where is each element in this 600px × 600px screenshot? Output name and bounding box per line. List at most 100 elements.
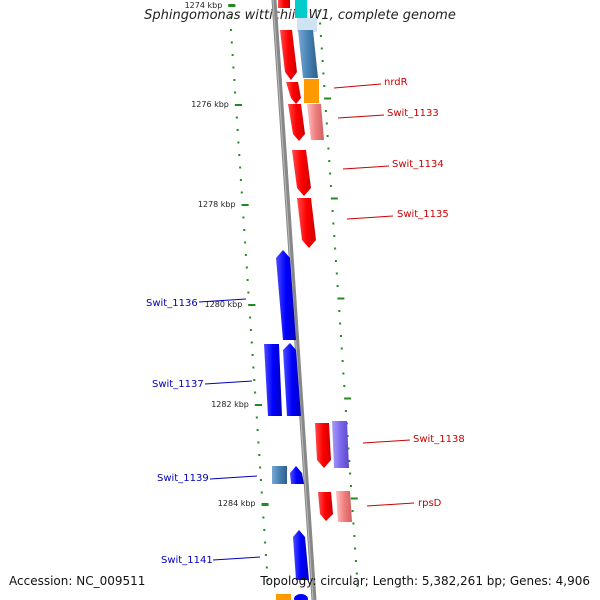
outer-ruler-left-track: [228, 4, 269, 581]
leader-line-rpsD: [366, 502, 415, 507]
ruler-dot: [324, 110, 327, 112]
ruler-dot: [335, 272, 338, 275]
ruler-dot: [330, 197, 338, 200]
accession-text: Accession: NC_009511: [9, 574, 146, 588]
ruler-dot: [331, 210, 334, 212]
ruler-dot: [262, 516, 265, 519]
ruler-dot: [240, 191, 243, 194]
ruler-dot: [342, 372, 345, 375]
outer-ruler-right-track: [318, 10, 359, 587]
ruler-dot: [265, 566, 268, 569]
leader-line-swit-1139: [209, 475, 258, 480]
gene-arrow-swit-1135[interactable]: [297, 198, 316, 248]
gene-partial-top-cyan: [295, 0, 307, 18]
ruler-dot: [333, 235, 336, 237]
gene-arrow-swit-1139[interactable]: [290, 466, 304, 484]
ruler-dot: [339, 322, 342, 325]
gene-arrow-steel[interactable]: [298, 30, 318, 78]
gene-arrow-rpsD[interactable]: [318, 492, 333, 521]
gene-label-swit-1135[interactable]: Swit_1135: [397, 209, 449, 220]
gene-arrow-swit-1137-b[interactable]: [283, 343, 301, 416]
ruler-dot: [325, 122, 328, 125]
ruler-dot: [230, 41, 233, 44]
gene-label-swit-1141[interactable]: Swit_1141: [161, 555, 213, 566]
ruler-dot: [318, 10, 321, 12]
ruler-dot: [239, 179, 242, 181]
ruler-dot: [246, 279, 249, 281]
ruler-dot: [252, 366, 255, 369]
ruler-tick-label: 1278 kbp: [198, 200, 236, 209]
ruler-dot: [320, 47, 323, 50]
ruler-tick-label: 1284 kbp: [218, 499, 256, 508]
gene-block-nrdR-orange[interactable]: [304, 79, 319, 103]
ruler-dot: [344, 410, 347, 412]
ruler-dot: [353, 535, 356, 537]
ruler-dot: [332, 222, 335, 225]
ruler-dot: [244, 241, 247, 244]
ruler-dot: [327, 147, 330, 150]
ruler-dot: [231, 54, 234, 56]
ruler-dot: [229, 29, 232, 31]
ruler-major-tick: [261, 503, 269, 505]
gene-label-swit-1136[interactable]: Swit_1136: [146, 298, 198, 309]
ruler-dot: [242, 216, 245, 219]
gene-block-rpsD-light[interactable]: [336, 491, 352, 522]
ruler-dot: [351, 510, 354, 512]
ruler-dot: [254, 391, 257, 394]
ruler-dot: [236, 129, 239, 131]
gene-block-swit-1133-light[interactable]: [307, 104, 324, 140]
ruler-dot: [323, 85, 326, 87]
ruler-tick-label: 1282 kbp: [211, 400, 249, 409]
ruler-major-tick: [228, 5, 236, 7]
ruler-dot: [319, 22, 322, 25]
ruler-dot: [253, 379, 256, 381]
gene-label-swit-1138[interactable]: Swit_1138: [413, 434, 465, 445]
ruler-dot: [354, 560, 357, 562]
gene-partial-bottom-blue: [294, 594, 308, 600]
ruler-dot: [259, 479, 262, 481]
gene-arrow-swit-1134[interactable]: [292, 150, 311, 196]
ruler-dot: [350, 497, 358, 500]
gene-label-swit-1134[interactable]: Swit_1134: [392, 159, 444, 170]
ruler-dot: [356, 585, 359, 587]
ruler-dot: [244, 254, 247, 256]
gene-arrow-swit-1136[interactable]: [276, 250, 296, 340]
ruler-dot: [260, 491, 263, 494]
ruler-dot: [352, 522, 355, 525]
leader-line-swit-1134: [342, 165, 390, 170]
ruler-dot: [354, 547, 357, 550]
leader-line-swit-1141: [212, 556, 261, 561]
gene-partial-top-lightblue: [297, 18, 317, 32]
gene-arrow-swit-1138[interactable]: [315, 423, 331, 468]
ruler-major-tick: [248, 304, 256, 306]
leader-line-swit-1133: [337, 114, 385, 119]
gene-label-swit-1133[interactable]: Swit_1133: [387, 108, 439, 119]
ruler-dot: [337, 297, 345, 300]
ruler-tick-label: 1274 kbp: [185, 1, 223, 10]
ruler-dot: [249, 329, 252, 331]
ruler-dot: [245, 266, 248, 269]
ruler-dot: [344, 397, 352, 400]
gene-label-swit-1137[interactable]: Swit_1137: [152, 379, 204, 390]
ruler-dot: [349, 485, 352, 487]
gene-block-swit-1138-purple[interactable]: [332, 421, 349, 468]
gene-arrow-nrdR-red[interactable]: [286, 82, 301, 104]
gene-label-rpsD[interactable]: rpsD: [418, 498, 442, 509]
ruler-dot: [329, 185, 332, 187]
ruler-dot: [247, 291, 250, 294]
ruler-dot: [251, 354, 254, 356]
gene-block-swit-1139-steel[interactable]: [272, 466, 287, 484]
gene-arrow-swit-1137-a[interactable]: [264, 344, 282, 416]
gene-label-swit-1139[interactable]: Swit_1139: [157, 473, 209, 484]
gene-arrow-plus-1[interactable]: [280, 30, 297, 80]
leader-line-swit-1137: [204, 380, 253, 385]
ruler-dot: [322, 72, 325, 75]
ruler-major-tick: [254, 404, 262, 406]
ruler-dot: [233, 79, 236, 81]
gene-arrow-swit-1141[interactable]: [293, 530, 309, 580]
gene-label-nrdR[interactable]: nrdR: [384, 77, 408, 88]
gene-arrow-swit-1133[interactable]: [288, 104, 305, 141]
ruler-dot: [249, 316, 252, 319]
ruler-dot: [329, 172, 332, 175]
